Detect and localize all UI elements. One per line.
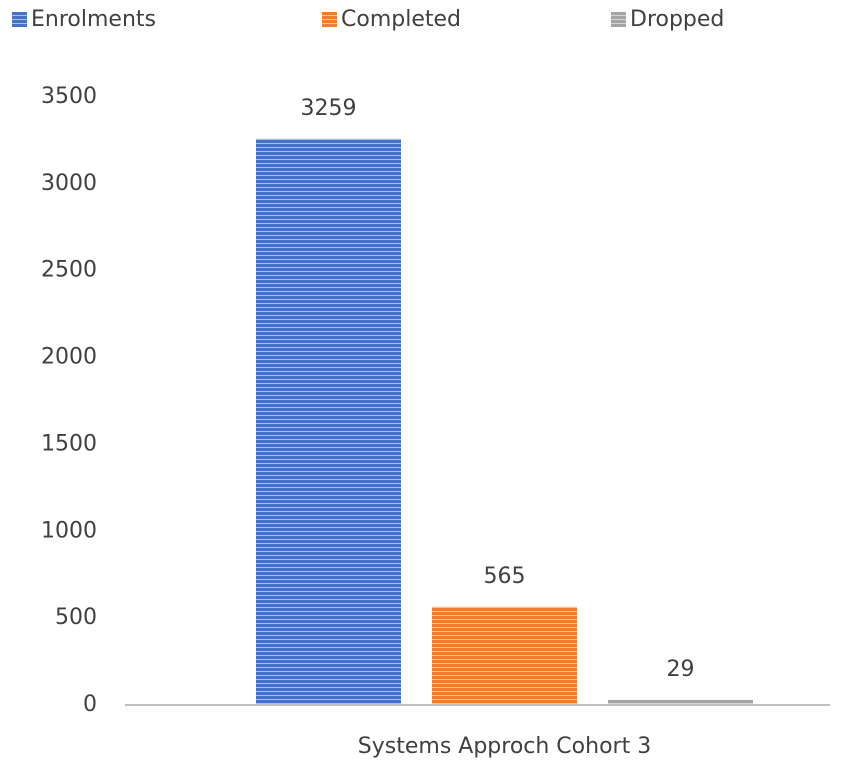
legend-swatch xyxy=(322,12,337,27)
legend-label: Dropped xyxy=(630,7,724,32)
y-tick-label: 1000 xyxy=(41,518,97,543)
y-tick-label: 3500 xyxy=(41,84,97,109)
y-tick-label: 2500 xyxy=(41,258,97,283)
y-tick-label: 0 xyxy=(83,692,97,717)
data-label: 3259 xyxy=(301,96,357,121)
bar xyxy=(432,606,577,705)
data-label: 29 xyxy=(667,657,695,682)
y-tick-label: 3000 xyxy=(41,171,97,196)
y-tick-label: 2000 xyxy=(41,345,97,370)
y-tick-label: 500 xyxy=(55,605,97,630)
legend-swatch xyxy=(12,12,27,27)
x-tick-label: Systems Approch Cohort 3 xyxy=(358,734,651,759)
legend-swatch xyxy=(611,12,626,27)
bar xyxy=(256,138,401,706)
y-tick-label: 1500 xyxy=(41,431,97,456)
data-label: 565 xyxy=(484,564,526,589)
bar xyxy=(608,699,753,705)
legend-label: Enrolments xyxy=(31,7,156,32)
legend-label: Completed xyxy=(341,7,461,32)
